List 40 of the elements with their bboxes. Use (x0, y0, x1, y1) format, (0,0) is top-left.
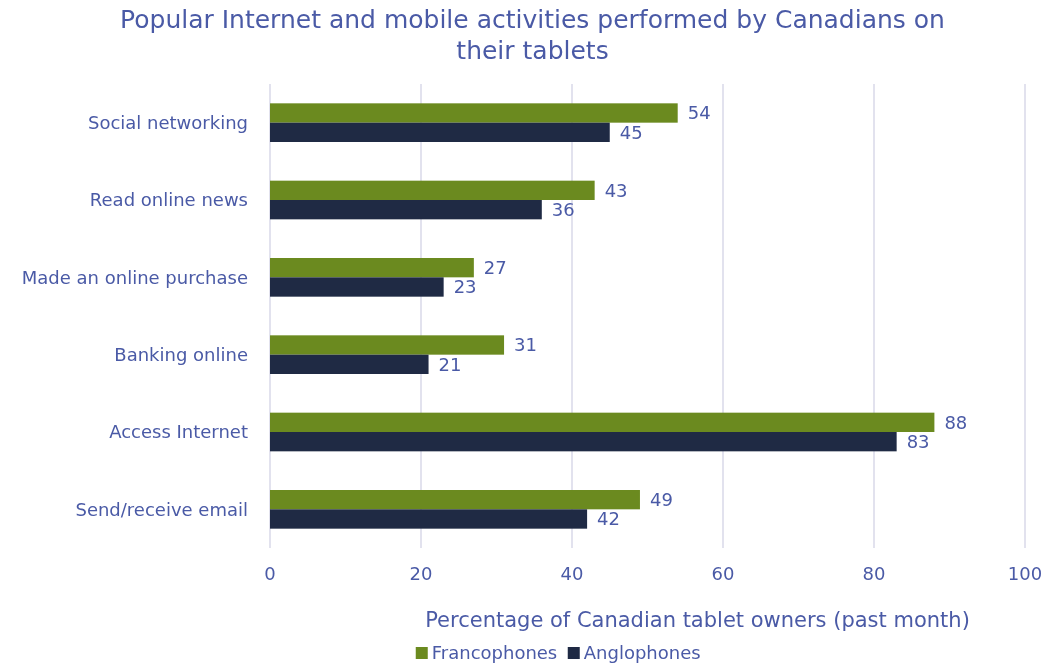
data-label: 83 (906, 430, 930, 452)
data-label: 31 (514, 334, 537, 356)
bar (270, 354, 429, 374)
y-tick-label: Made an online purchase (21, 266, 248, 288)
x-tick-label: 80 (862, 563, 886, 584)
data-label: 27 (483, 256, 507, 278)
data-label: 42 (597, 508, 621, 530)
x-tick-label: 0 (264, 563, 276, 584)
bar (270, 412, 935, 432)
y-tick-label: Read online news (89, 189, 248, 211)
y-tick-label: Access Internet (109, 421, 248, 443)
bar (270, 490, 640, 510)
data-label: 43 (604, 179, 628, 201)
legend-label: Francophones (431, 642, 558, 663)
bar (270, 277, 444, 297)
x-tick-label: 20 (409, 563, 433, 584)
x-axis-title: Percentage of Canadian tablet owners (past month) (425, 608, 970, 632)
x-tick-label: 100 (1007, 563, 1043, 584)
bar (270, 509, 588, 529)
data-label: 21 (438, 353, 462, 375)
bar (270, 122, 610, 142)
legend-label: Anglophones (583, 642, 701, 663)
bar (270, 258, 474, 278)
data-label: 23 (453, 276, 477, 298)
bar (270, 103, 678, 123)
x-tick-label: 40 (560, 563, 584, 584)
bar (270, 200, 542, 220)
data-label: 36 (551, 198, 575, 220)
data-label: 88 (944, 411, 968, 433)
data-label: 45 (619, 121, 643, 143)
bar (270, 180, 595, 200)
x-tick-label: 60 (711, 563, 735, 584)
data-label: 49 (649, 488, 673, 510)
bar (270, 335, 505, 355)
data-label: 54 (687, 102, 711, 124)
y-tick-label: Send/receive email (75, 498, 248, 520)
y-tick-label: Social networking (87, 111, 248, 133)
bar (270, 432, 897, 452)
y-tick-label: Banking online (114, 343, 248, 365)
chart-title: Popular Internet and mobile activities performed by Canadians on their tablets (120, 5, 945, 65)
